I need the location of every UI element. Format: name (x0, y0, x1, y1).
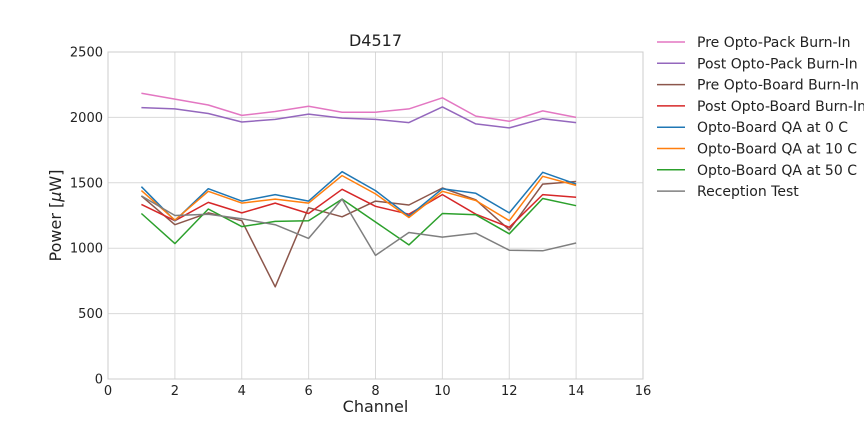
x-tick-label: 16 (635, 384, 652, 399)
chart-title: D4517 (349, 31, 402, 50)
series-line (140, 170, 577, 222)
y-axis-label-prefix: Power [ (46, 202, 65, 262)
x-tick-label: 6 (304, 384, 312, 399)
series-line (140, 174, 577, 222)
x-tick-label: 10 (434, 384, 451, 399)
legend-label: Post Opto-Pack Burn-In (697, 56, 858, 72)
series-line (141, 195, 577, 257)
y-tick-label: 1000 (70, 242, 103, 257)
legend-label: Reception Test (697, 184, 799, 200)
y-tick-label: 2500 (70, 46, 103, 61)
y-tick-label: 500 (78, 307, 103, 322)
x-tick-label: 14 (568, 384, 585, 399)
legend: Pre Opto-Pack Burn-In Post Opto-Pack Burn… (657, 35, 864, 200)
x-tick-label: 4 (238, 384, 246, 399)
y-tick-label: 0 (95, 373, 103, 388)
series-line (141, 106, 577, 129)
series-line (141, 92, 577, 123)
y-tick-label: 2000 (70, 111, 103, 126)
x-tick-label: 12 (501, 384, 518, 399)
x-axis-label: Channel (343, 397, 409, 416)
series-line (140, 197, 577, 246)
y-axis-label: Power [μW] (46, 170, 65, 262)
x-tick-label: 2 (171, 384, 179, 399)
legend-label: Pre Opto-Board Burn-In (697, 78, 859, 94)
series-line (141, 188, 577, 229)
series-lines (140, 92, 577, 288)
x-tick-labels: 0 2 4 6 8 10 12 14 16 (104, 384, 651, 399)
legend-label: Post Opto-Board Burn-In (697, 99, 864, 115)
y-tick-labels: 0 500 1000 1500 2000 2500 (70, 46, 103, 388)
plot-frame (107, 51, 644, 380)
y-axis-label-suffix: W] (46, 170, 65, 192)
y-axis-label-mu: μ (46, 192, 65, 203)
legend-label: Pre Opto-Pack Burn-In (697, 35, 851, 51)
x-tick-label: 0 (104, 384, 112, 399)
legend-label: Opto-Board QA at 50 C (697, 163, 857, 179)
y-tick-label: 1500 (70, 176, 103, 191)
legend-label: Opto-Board QA at 0 C (697, 120, 848, 136)
legend-label: Opto-Board QA at 10 C (697, 142, 857, 158)
x-tick-label: 8 (371, 384, 379, 399)
